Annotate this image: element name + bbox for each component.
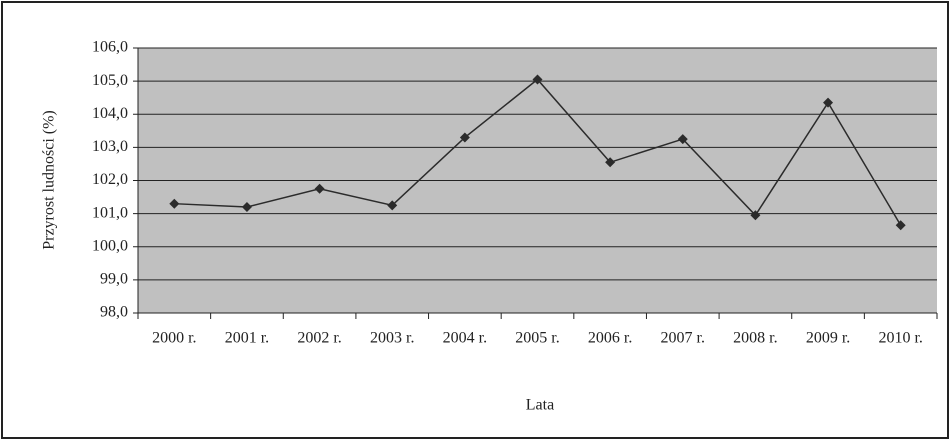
y-tick-label: 101,0 <box>92 204 128 221</box>
data-marker <box>823 97 834 108</box>
y-tick-label: 100,0 <box>92 237 128 254</box>
y-tick-label: 105,0 <box>92 72 128 89</box>
x-tick-label: 2002 r. <box>297 330 341 347</box>
y-tick-label: 103,0 <box>92 138 128 155</box>
x-tick-label: 2006 r. <box>588 330 632 347</box>
data-marker <box>387 200 398 211</box>
data-marker <box>605 157 616 168</box>
data-marker <box>750 210 761 221</box>
x-tick-label: 2003 r. <box>370 330 414 347</box>
x-tick-label: 2009 r. <box>806 330 850 347</box>
x-tick-label: 2004 r. <box>443 330 487 347</box>
x-tick-label: 2007 r. <box>661 330 705 347</box>
x-tick-label: 2001 r. <box>225 330 269 347</box>
data-marker <box>532 74 543 85</box>
data-marker <box>895 220 906 231</box>
data-marker <box>677 134 688 145</box>
y-tick-label: 102,0 <box>92 171 128 188</box>
x-tick-label: 2008 r. <box>733 330 777 347</box>
y-tick-label: 104,0 <box>92 105 128 122</box>
x-tick-label: 2010 r. <box>878 330 922 347</box>
y-axis-label: Przyrost ludności (%) <box>41 110 58 250</box>
data-marker <box>169 198 180 209</box>
y-tick-label: 106,0 <box>92 39 128 56</box>
y-tick-label: 99,0 <box>100 271 128 288</box>
data-marker <box>241 202 252 212</box>
x-axis-label: Lata <box>526 397 554 414</box>
y-tick-label: 98,0 <box>100 304 128 321</box>
x-tick-label: 2005 r. <box>515 330 559 347</box>
data-marker <box>459 132 470 143</box>
x-tick-label: 2000 r. <box>152 330 196 347</box>
data-marker <box>314 183 325 194</box>
